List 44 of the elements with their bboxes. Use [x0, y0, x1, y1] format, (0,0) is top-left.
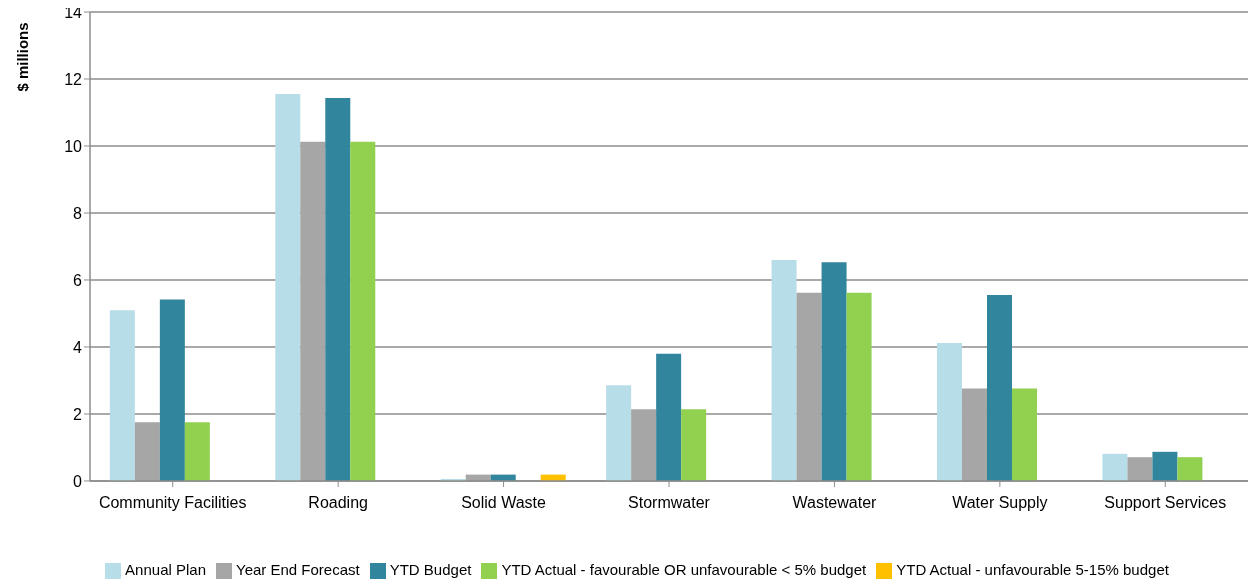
x-tick-label: Wastewater — [792, 494, 878, 512]
bar — [275, 94, 301, 481]
y-tick-label: 6 — [73, 271, 83, 289]
y-tick-label: 8 — [73, 204, 83, 222]
x-tick-label: Stormwater — [628, 494, 711, 512]
legend-label: Annual Plan — [125, 560, 206, 578]
bar — [350, 141, 376, 481]
bar — [936, 342, 962, 481]
x-tick-label: Water Supply — [952, 494, 1048, 512]
x-tick-label: Support Services — [1104, 494, 1227, 512]
y-tick-label: 12 — [64, 70, 83, 88]
bar — [109, 310, 135, 481]
bar — [796, 292, 822, 481]
bar — [300, 141, 326, 481]
bar — [1102, 453, 1128, 481]
x-tick-label: Roading — [308, 494, 368, 512]
y-tick-label: 4 — [73, 338, 83, 356]
bar — [1011, 388, 1037, 481]
bar — [771, 259, 797, 481]
bar — [1152, 451, 1178, 481]
bar — [846, 292, 872, 481]
bar — [134, 422, 160, 481]
legend-label: YTD Actual - favourable OR unfavourable < 5% budget — [501, 560, 867, 578]
bar — [681, 409, 707, 481]
bar — [821, 262, 847, 481]
bar — [1177, 457, 1203, 481]
x-tick-label: Solid Waste — [461, 494, 547, 512]
y-tick-label: 2 — [73, 405, 83, 423]
bar — [986, 295, 1012, 481]
bar — [325, 98, 351, 481]
legend-label: YTD Actual - unfavourable 5-15% budget — [896, 560, 1169, 578]
bar — [184, 422, 210, 481]
y-tick-label: 10 — [64, 137, 83, 155]
bar — [961, 388, 987, 481]
y-tick-label: 0 — [73, 472, 83, 490]
bar — [159, 299, 185, 481]
x-tick-label: Community Facilities — [98, 494, 247, 512]
bar — [606, 385, 632, 481]
legend-label: Year End Forecast — [236, 560, 360, 578]
bar — [631, 409, 657, 481]
y-axis-title: $ millions — [13, 22, 31, 92]
bar — [656, 353, 682, 481]
legend-label: YTD Budget — [389, 560, 472, 578]
bar — [1127, 457, 1153, 481]
